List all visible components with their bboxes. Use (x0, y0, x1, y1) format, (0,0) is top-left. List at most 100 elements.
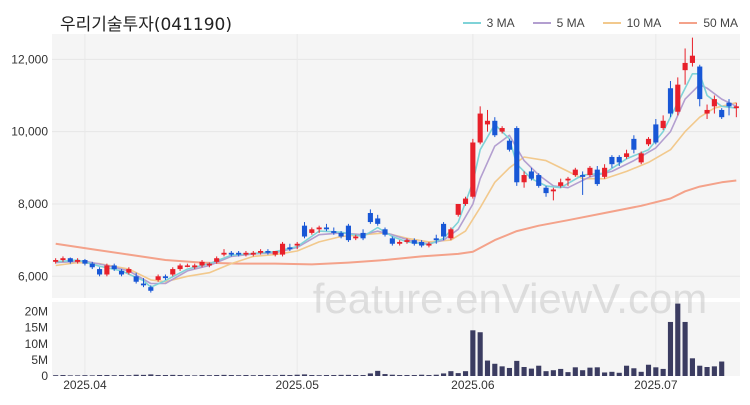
x-tick-label: 2025.05 (275, 378, 319, 392)
volume-bar (594, 367, 600, 376)
volume-bar (345, 374, 351, 376)
candle-body (89, 263, 95, 268)
candle-body (623, 153, 630, 157)
candle-body (594, 169, 600, 185)
candle-body (528, 171, 534, 179)
volume-bar (550, 370, 556, 376)
candle-body (323, 227, 330, 230)
candle-body (258, 250, 264, 253)
volume-bar (382, 374, 388, 376)
volume-bar (536, 365, 542, 376)
candle-body (484, 120, 491, 125)
candle-body (192, 265, 198, 268)
legend-label: 50 MA (703, 16, 738, 30)
volume-bar (404, 375, 410, 376)
volume-bar (177, 375, 183, 376)
candle-body (477, 113, 483, 143)
candle-body (470, 142, 476, 197)
candle-body (455, 203, 461, 215)
volume-bar (448, 371, 454, 376)
candle-body (367, 213, 373, 223)
candle-body (294, 243, 300, 246)
candle-body (704, 109, 710, 114)
volume-bar (97, 375, 103, 376)
volume-panel-bg (52, 302, 740, 376)
candle-body (543, 187, 549, 194)
legend-label: 5 MA (556, 16, 585, 30)
candle-body (316, 227, 322, 230)
legend-item: 10 MA (602, 16, 662, 30)
candle-body (426, 243, 432, 246)
volume-bar (294, 374, 300, 376)
chart-title: 우리기술투자(041190) (60, 15, 232, 35)
volume-bar (565, 372, 571, 376)
volume-bar (470, 330, 476, 376)
volume-bar (243, 375, 249, 376)
candle-body (75, 260, 81, 262)
legend-swatch (532, 22, 551, 24)
volume-bar (236, 375, 242, 376)
volume-bar (184, 375, 190, 376)
candle-body (301, 225, 308, 237)
volume-tick-label: 15M (25, 321, 48, 335)
volume-bar (455, 373, 461, 376)
candle-body (462, 198, 469, 204)
volume-bar (60, 375, 66, 376)
watermark: feature.enViewV.com (313, 275, 708, 322)
volume-bar (228, 375, 234, 376)
volume-bar (375, 370, 381, 376)
volume-bar (279, 374, 286, 376)
candle-body (609, 156, 615, 165)
volume-bar (367, 373, 373, 376)
candle-body (331, 231, 337, 233)
volume-bar (118, 375, 125, 376)
candle-body (616, 156, 622, 163)
volume-bar (506, 367, 513, 376)
candle-body (419, 241, 425, 246)
candle-body (587, 167, 593, 176)
candle-body (667, 88, 674, 114)
candle-body (360, 232, 366, 239)
candle-body (638, 153, 644, 163)
candle-body (550, 189, 556, 192)
legend-item: 50 MA (679, 16, 738, 30)
volume-bar (397, 375, 403, 376)
candle-body (53, 260, 59, 262)
candle-body (375, 218, 381, 224)
candle-body (97, 269, 103, 275)
volume-bar (638, 371, 644, 376)
volume-bar (148, 374, 154, 376)
volume-bar (323, 375, 330, 376)
volume-bar (258, 375, 264, 376)
volume-bar (338, 374, 344, 376)
legend-item: 3 MA (462, 16, 515, 30)
candle-body (448, 229, 454, 239)
candle-body (206, 263, 212, 266)
candle-body (345, 225, 351, 241)
legend-label: 10 MA (626, 16, 662, 30)
candle-body (433, 238, 439, 241)
candle-body (228, 252, 234, 255)
candle-body (660, 120, 666, 129)
volume-bar (316, 375, 322, 376)
ma50-line (55, 179, 737, 266)
price-panel-bg (52, 34, 740, 298)
candle-body (338, 232, 344, 237)
price-tick-label: 6,000 (18, 269, 48, 283)
volume-bar (689, 358, 695, 376)
candle-body (162, 276, 169, 279)
volume-bar (206, 375, 212, 376)
volume-bar (170, 374, 176, 376)
volume-bar (221, 374, 227, 376)
candle-body (389, 238, 395, 244)
x-tick-label: 2025.06 (451, 378, 495, 392)
volume-bar (462, 371, 469, 376)
candle-body (133, 276, 139, 282)
volume-bar (711, 366, 717, 376)
candle-body (572, 169, 578, 176)
candle-body (558, 182, 564, 186)
volume-bar (602, 372, 608, 376)
volume-bar (67, 375, 73, 376)
candle-body (104, 265, 110, 275)
